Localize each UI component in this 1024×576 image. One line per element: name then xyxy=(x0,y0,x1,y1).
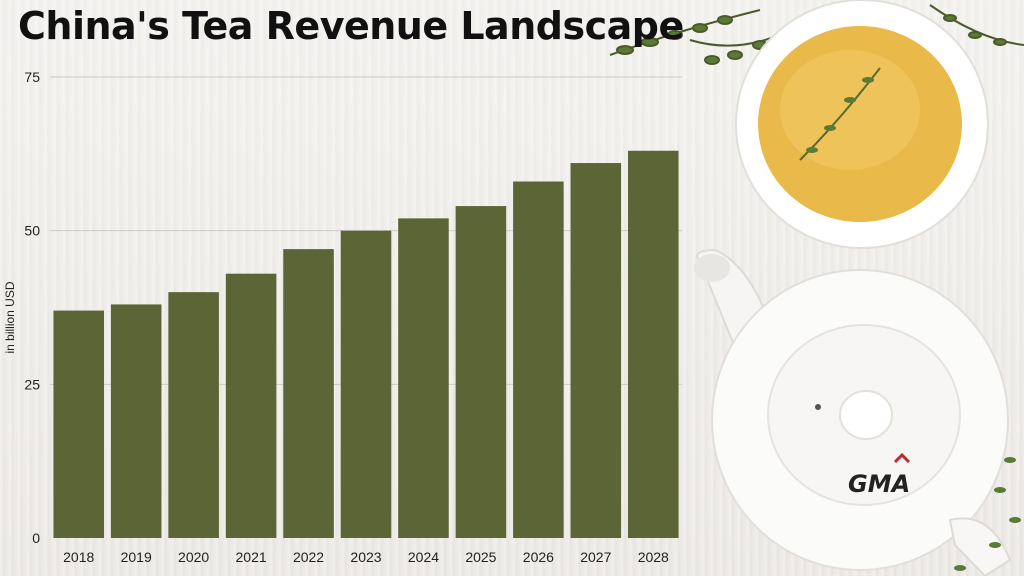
y-axis-label: in billion USD xyxy=(3,281,17,353)
bar-2024 xyxy=(398,218,449,538)
x-tick-label: 2021 xyxy=(236,549,267,565)
bar-2018 xyxy=(53,310,105,538)
bar-2025 xyxy=(455,206,507,538)
x-tick-label: 2027 xyxy=(580,549,611,565)
chart-title: China's Tea Revenue Landscape xyxy=(18,4,684,48)
teapot xyxy=(694,248,1012,576)
gma-logo: GMA xyxy=(848,452,910,498)
y-tick-label: 25 xyxy=(24,376,40,392)
bar-2019 xyxy=(110,304,162,538)
x-tick-label: 2028 xyxy=(638,549,669,565)
x-axis-ticks: 2018 2019 2020 2021 2022 2023 2024 2025 2026 2027… xyxy=(63,549,669,565)
y-tick-label: 75 xyxy=(24,69,40,85)
x-tick-label: 2018 xyxy=(63,549,94,565)
tea-cup xyxy=(735,0,989,249)
x-tick-label: 2025 xyxy=(465,549,496,565)
bar-2022 xyxy=(283,249,334,538)
x-tick-label: 2022 xyxy=(293,549,324,565)
bar-2021 xyxy=(225,273,277,538)
bar-2027 xyxy=(570,163,622,538)
thyme-sprig-top xyxy=(609,4,1024,65)
y-tick-label: 50 xyxy=(24,223,40,239)
thyme-sprig-bottom xyxy=(954,457,1021,571)
svg-text:GMA: GMA xyxy=(848,470,910,498)
bar-2028 xyxy=(627,150,679,538)
bar-2020 xyxy=(168,292,219,538)
x-tick-label: 2026 xyxy=(523,549,554,565)
x-tick-label: 2020 xyxy=(178,549,209,565)
x-tick-label: 2023 xyxy=(350,549,381,565)
y-axis-ticks: 0 25 50 75 xyxy=(24,69,40,546)
bars xyxy=(53,150,679,538)
x-tick-label: 2019 xyxy=(121,549,152,565)
bar-2026 xyxy=(513,181,564,538)
x-tick-label: 2024 xyxy=(408,549,439,565)
bar-2023 xyxy=(340,230,392,538)
y-tick-label: 0 xyxy=(32,530,40,546)
